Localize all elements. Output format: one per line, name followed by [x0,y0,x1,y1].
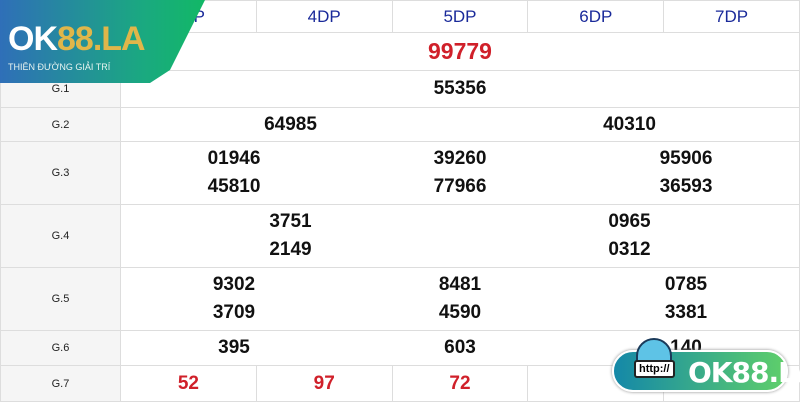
prize-number: 77966 [433,176,487,197]
prize-row-g2: G.2 64985 40310 [0,107,800,142]
prize-number: 0965 [608,211,651,232]
prize-number: 395 [218,337,250,358]
prize-number: 0785 [664,274,708,295]
prize-number: 9302 [212,274,256,295]
prize-number: 0312 [608,239,651,260]
prize-number: 36593 [659,176,713,197]
logo-tagline: THIÊN ĐƯỜNG GIẢI TRÍ [8,62,111,72]
special-prize: 99779 [428,38,492,64]
col-header: 6DP [527,0,665,33]
header-row: P 1DP 4DP 5DP 6DP 7DP [0,0,800,33]
prize-number: 97 [313,372,335,394]
row-label: G.5 [0,267,121,331]
row-label: G.6 [0,330,121,366]
row-label: G.2 [0,107,121,142]
website-badge: http:// OK88.LA [612,338,800,392]
prize-number: 52 [177,372,199,394]
prize-number: 2149 [269,239,312,260]
prize-number: 39260 [433,148,487,169]
prize-number: 3381 [664,302,708,323]
col-header: 5DP [391,0,529,33]
prize-row-g4: G.4 3751 0965 2149 0312 [0,204,800,268]
prize-number: 4590 [438,302,482,323]
prize-number: 603 [444,337,476,358]
prize-number: 64985 [264,113,317,135]
prize-number: 45810 [207,176,261,197]
prize-number: 55356 [433,78,487,99]
http-label: http:// [634,360,675,378]
prize-number: 3709 [212,302,256,323]
col-header: 4DP [255,0,393,33]
prize-number: 3751 [269,211,312,232]
row-label: G.7 [0,365,121,402]
prize-number: 01946 [207,148,261,169]
prize-number: 40310 [603,113,656,135]
prize-number: 95906 [659,148,713,169]
prize-row-g5: G.5 9302 8481 0785 3709 4590 3381 [0,267,800,331]
col-header: 7DP [663,0,800,33]
prize-number: 8481 [438,274,482,295]
prize-number: 72 [449,372,471,394]
badge-text: OK88.LA [688,356,800,389]
logo-text: OK88.LA [8,20,146,58]
row-label: G.3 [0,141,121,205]
row-label: G.4 [0,204,121,268]
prize-row-g3: G.3 01946 39260 95906 45810 77966 36593 [0,141,800,205]
